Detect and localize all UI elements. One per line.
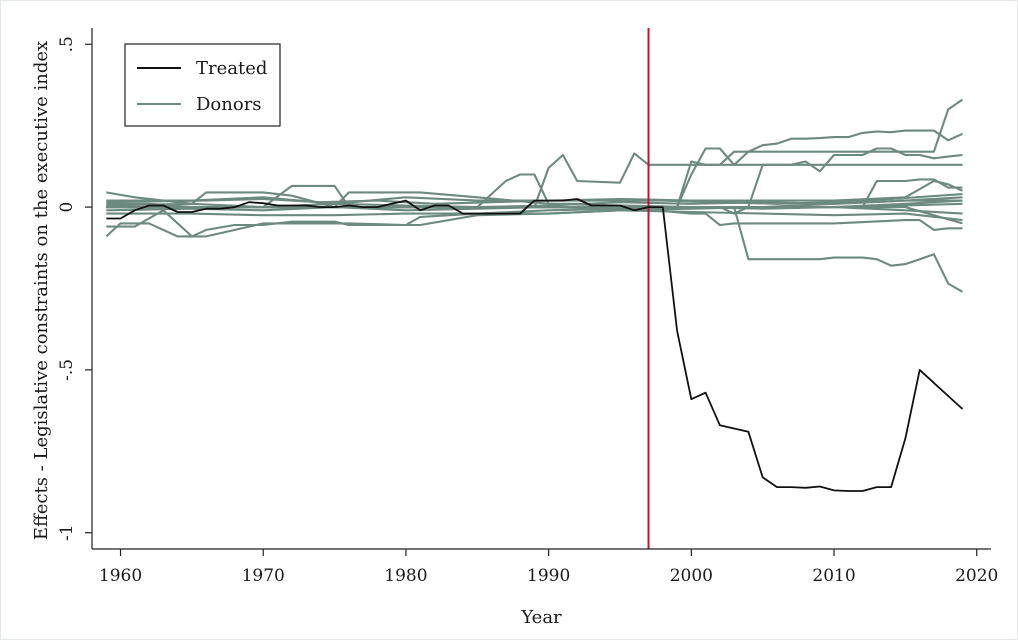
donor-line-14: [106, 196, 963, 209]
x-tick-label: 1990: [527, 566, 570, 586]
donor-line-2: [106, 206, 963, 238]
treated-line: [106, 198, 964, 492]
donor-line-7: [106, 129, 963, 209]
y-tick-label: -1: [57, 524, 77, 541]
legend-label-donors: Donors: [196, 94, 262, 115]
y-tick-label: .5: [57, 36, 77, 52]
x-tick-label: 1980: [384, 566, 427, 586]
donor-line-9: [106, 206, 964, 293]
y-axis-title: Effects - Legislative constraints on the…: [31, 41, 52, 540]
x-tick-label: 1970: [242, 566, 285, 586]
y-tick-label: -.5: [57, 359, 77, 381]
legend-label-treated: Treated: [196, 58, 267, 79]
donor-line-10: [106, 178, 963, 215]
y-tick-label: 0: [57, 202, 77, 213]
donor-line-13: [106, 209, 963, 222]
donor-line-15: [106, 206, 963, 215]
x-tick-label: 1960: [99, 566, 142, 586]
legend-box: [124, 43, 281, 127]
donor-line-11: [106, 206, 963, 231]
x-tick-label: 2010: [812, 566, 855, 586]
x-tick-label: 2000: [670, 566, 713, 586]
x-tick-label: 2020: [955, 566, 998, 586]
x-axis-title: Year: [520, 607, 562, 628]
